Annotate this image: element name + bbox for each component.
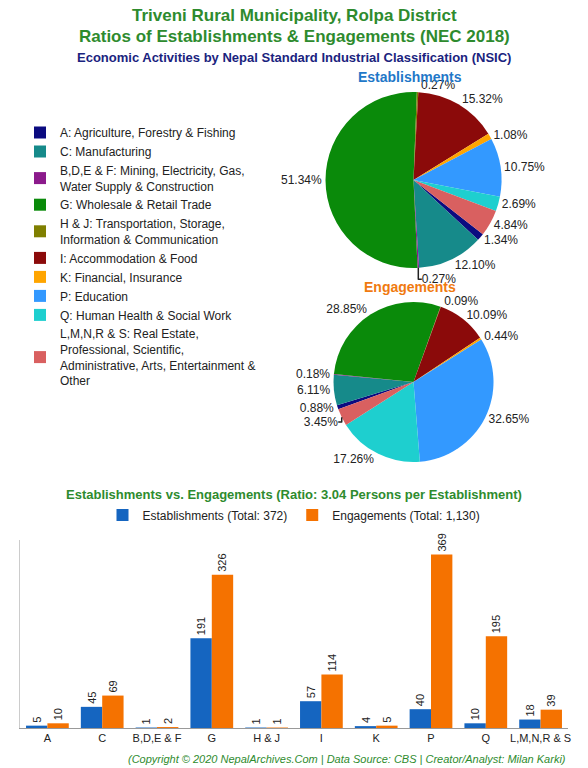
svg-text:K: Financial, Insurance: K: Financial, Insurance (60, 271, 182, 285)
svg-text:39: 39 (545, 694, 557, 706)
svg-text:L,M,N,R & S: L,M,N,R & S (510, 732, 571, 744)
svg-text:P: P (427, 732, 434, 744)
svg-text:A: A (44, 732, 52, 744)
svg-text:Establishments: Establishments (358, 69, 462, 85)
svg-text:1: 1 (250, 718, 262, 724)
svg-text:1: 1 (271, 718, 283, 724)
svg-text:Q: Human Health & Social Work: Q: Human Health & Social Work (60, 309, 232, 323)
svg-text:Q: Q (482, 732, 491, 744)
svg-text:I: Accommodation & Food: I: Accommodation & Food (60, 252, 197, 266)
svg-text:Triveni Rural Municipality, Ro: Triveni Rural Municipality, Rolpa Distri… (132, 6, 457, 25)
svg-text:B,D,E & F: B,D,E & F (133, 732, 182, 744)
svg-text:57: 57 (305, 686, 317, 698)
svg-text:1.08%: 1.08% (493, 128, 527, 142)
svg-text:10.75%: 10.75% (504, 160, 545, 174)
svg-text:32.65%: 32.65% (488, 412, 529, 426)
svg-text:10: 10 (52, 708, 64, 720)
svg-text:15.32%: 15.32% (462, 92, 503, 106)
svg-text:12.10%: 12.10% (455, 258, 496, 272)
svg-text:0.88%: 0.88% (300, 401, 334, 415)
svg-text:0.18%: 0.18% (296, 367, 330, 381)
svg-text:Economic Activities by Nepal S: Economic Activities by Nepal Standard In… (77, 50, 511, 65)
svg-text:C: Manufacturing: C: Manufacturing (60, 145, 151, 159)
svg-text:Ratios of Establishments & Eng: Ratios of Establishments & Engagements (… (79, 27, 510, 46)
svg-text:10.09%: 10.09% (466, 308, 507, 322)
svg-text:3.45%: 3.45% (304, 415, 338, 429)
svg-text:28.85%: 28.85% (326, 302, 367, 316)
svg-text:Engagements: Engagements (364, 279, 456, 295)
svg-text:10: 10 (469, 708, 481, 720)
svg-text:17.26%: 17.26% (333, 452, 374, 466)
svg-text:326: 326 (216, 553, 228, 571)
svg-text:2: 2 (162, 718, 174, 724)
svg-text:L,M,N,R & S: Real Estate,Profe: L,M,N,R & S: Real Estate,Professional, S… (60, 327, 255, 388)
svg-text:2.69%: 2.69% (502, 197, 536, 211)
svg-text:G: G (208, 732, 217, 744)
svg-text:114: 114 (326, 654, 338, 672)
svg-text:4.84%: 4.84% (494, 218, 528, 232)
svg-text:K: K (373, 732, 381, 744)
svg-text:0.09%: 0.09% (444, 294, 478, 308)
svg-text:369: 369 (436, 533, 448, 551)
svg-text:195: 195 (490, 615, 502, 633)
svg-text:(Copyright © 2020 NepalArchive: (Copyright © 2020 NepalArchives.Com | Da… (128, 753, 566, 765)
svg-text:Establishments (Total: 372): Establishments (Total: 372) (143, 509, 288, 523)
svg-text:18: 18 (524, 704, 536, 716)
svg-text:I: I (320, 732, 323, 744)
svg-text:40: 40 (414, 694, 426, 706)
svg-text:191: 191 (195, 617, 207, 635)
svg-text:0.44%: 0.44% (484, 329, 518, 343)
svg-text:Engagements (Total: 1,130): Engagements (Total: 1,130) (332, 509, 479, 523)
svg-text:0.27%: 0.27% (422, 272, 456, 286)
svg-text:0.27%: 0.27% (421, 78, 455, 92)
svg-text:Establishments vs. Engagements: Establishments vs. Engagements (Ratio: 3… (66, 487, 522, 502)
svg-text:C: C (98, 732, 106, 744)
svg-text:B,D,E & F: Mining, Electricity: B,D,E & F: Mining, Electricity, Gas,Wate… (60, 164, 245, 194)
svg-text:P: Education: P: Education (60, 290, 128, 304)
svg-text:6.11%: 6.11% (297, 383, 330, 397)
svg-text:G: Wholesale & Retail Trade: G: Wholesale & Retail Trade (60, 198, 212, 212)
svg-text:4: 4 (360, 717, 372, 723)
svg-text:5: 5 (31, 717, 43, 723)
svg-text:H & J: Transportation, Storage: H & J: Transportation, Storage,Informati… (60, 217, 225, 247)
svg-text:51.34%: 51.34% (281, 173, 322, 187)
svg-text:H & J: H & J (253, 732, 280, 744)
svg-text:A: Agriculture, Forestry & Fis: A: Agriculture, Forestry & Fishing (60, 126, 235, 140)
svg-text:1: 1 (140, 718, 152, 724)
svg-text:5: 5 (381, 717, 393, 723)
svg-text:1.34%: 1.34% (484, 233, 518, 247)
svg-text:45: 45 (86, 692, 98, 704)
svg-text:69: 69 (107, 680, 119, 692)
